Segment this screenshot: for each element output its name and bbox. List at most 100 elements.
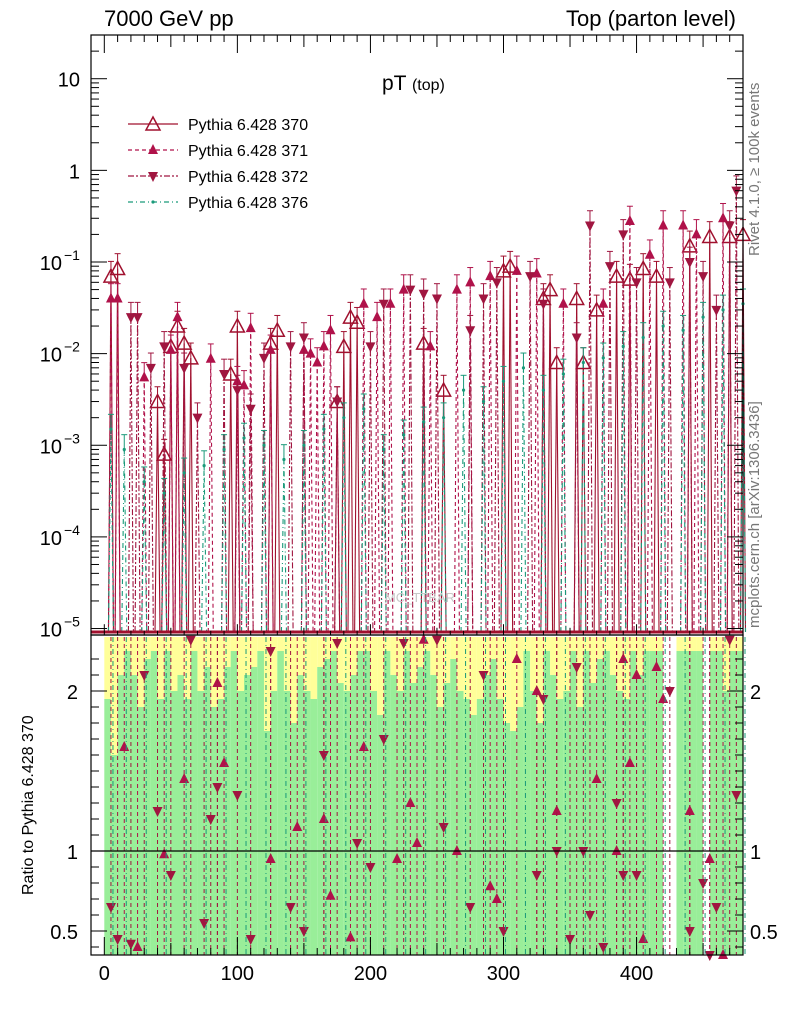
series-1-point-18 xyxy=(398,283,409,294)
ratio-points_371-point-21 xyxy=(551,805,562,815)
ratio-band-yellow-73 xyxy=(589,637,597,683)
series-1-point-9 xyxy=(265,343,276,354)
series-1-rise-18 xyxy=(403,289,407,633)
ratio-band-green-5 xyxy=(137,707,145,955)
ratio-band-green-58 xyxy=(490,659,497,955)
series-3-rise-5 xyxy=(203,465,208,633)
ratio-points_372-point-43 xyxy=(731,791,742,801)
series-2-drop-31 xyxy=(713,309,717,633)
series-1-drop-27 xyxy=(626,221,631,633)
ratio-band-yellow-50 xyxy=(436,637,444,707)
legend-marker-0 xyxy=(144,115,162,131)
series-0-point-7 xyxy=(182,349,200,365)
series-1-drop-24 xyxy=(533,273,538,633)
ratio-band-yellow-95 xyxy=(736,637,743,651)
ratio-band-green-59 xyxy=(496,699,504,955)
ratio-points_371-point-9 xyxy=(325,889,336,900)
series-2-drop-5 xyxy=(194,417,198,633)
series-1-point-14 xyxy=(325,324,336,335)
series-2-rise-19 xyxy=(482,298,487,633)
ratio-band-green-26 xyxy=(277,651,284,955)
series-2-rise-13 xyxy=(369,346,374,633)
ratio-band-green-15 xyxy=(204,667,211,955)
series-2-rise-25 xyxy=(609,266,613,633)
legend-label-0: Pythia 6.428 370 xyxy=(188,117,308,134)
series-0-point-15 xyxy=(348,313,366,329)
main-ytick-label-4: 10 xyxy=(40,436,62,458)
ratio-points_372-point-30 xyxy=(571,663,582,673)
ratio-band-green-14 xyxy=(197,691,205,955)
ratio-band-green-12 xyxy=(184,699,191,955)
series-0-rise-21 xyxy=(549,289,554,633)
ratio-band-green-89 xyxy=(696,651,704,955)
series-3-point-25 xyxy=(601,356,605,360)
series-2-rise-12 xyxy=(336,401,341,633)
header-right-title: Top (parton level) xyxy=(566,6,736,31)
ratio-band-yellow-16 xyxy=(210,637,218,707)
ratio-band-green-79 xyxy=(629,651,637,955)
series-3-drop-1 xyxy=(121,449,125,633)
series-2-drop-12 xyxy=(334,401,338,633)
ratio-band-yellow-67 xyxy=(550,637,557,675)
ratio-band-yellow-4 xyxy=(130,637,138,675)
ratio-band-yellow-17 xyxy=(217,637,225,699)
ratio-points_371-point-7 xyxy=(292,821,303,831)
series-0-point-19 xyxy=(501,257,519,273)
ratio-band-yellow-65 xyxy=(536,637,544,723)
ratio-uncertainty-band xyxy=(104,637,743,955)
series-2-point-22 xyxy=(538,299,549,310)
ratio-band-green-52 xyxy=(450,659,457,955)
series-2-point-19 xyxy=(478,294,489,305)
ratio-points_372-point-2 xyxy=(125,939,136,950)
ratio-points_371-point-30 xyxy=(684,805,695,815)
ratio-band-yellow-75 xyxy=(603,637,610,651)
series-2-drop-18 xyxy=(467,330,471,633)
series-0-drop-21 xyxy=(547,289,551,633)
series-1-point-22 xyxy=(485,270,496,281)
series-2-rise-20 xyxy=(496,282,500,633)
ratio-band-green-8 xyxy=(157,699,165,955)
watermark: MC_TTBAR xyxy=(385,590,455,605)
series-1-rise-23 xyxy=(516,270,520,633)
ratio-points_371-point-18 xyxy=(491,893,502,903)
ratio-points_371-point-32 xyxy=(718,949,729,959)
ratio-ytick-label-right-0: 0.5 xyxy=(750,922,778,944)
series-0-rise-2 xyxy=(156,401,161,633)
series-1-rise-12 xyxy=(316,362,321,633)
series-3-point-18 xyxy=(461,388,466,392)
series-1-rise-27 xyxy=(629,221,633,633)
ratio-band-green-75 xyxy=(603,651,610,955)
ratio-ytick-label-left-1: 1 xyxy=(67,842,78,864)
series-3-point-9 xyxy=(282,457,286,462)
series-2-drop-13 xyxy=(367,346,371,633)
series-3-point-8 xyxy=(262,443,266,447)
series-0-point-17 xyxy=(435,381,452,397)
ratio-band-green-50 xyxy=(436,707,444,955)
ratio-points_372-point-16 xyxy=(332,639,343,649)
ratio-band-yellow-94 xyxy=(729,637,737,651)
ratio-band-green-27 xyxy=(283,691,291,955)
series-2-drop-20 xyxy=(493,282,498,633)
series-2-rise-31 xyxy=(715,309,720,633)
ratio-band-yellow-47 xyxy=(417,637,424,667)
ratio-band-green-41 xyxy=(377,715,384,955)
series-0-point-9 xyxy=(229,317,246,333)
series-3-rise-11 xyxy=(323,429,327,633)
ratio-band-yellow-19 xyxy=(230,637,238,651)
series-0-rise-22 xyxy=(556,362,560,633)
ratio-band-green-36 xyxy=(343,691,351,955)
series-3-rise-29 xyxy=(682,330,687,633)
series-3-point-14 xyxy=(382,447,386,452)
ratio-band-green-16 xyxy=(210,707,218,955)
ratio-plot-series xyxy=(91,633,746,961)
series-1-point-10 xyxy=(298,343,309,354)
series-0-point-1 xyxy=(109,259,126,276)
ratio-band-yellow-82 xyxy=(649,637,657,651)
series-0-point-14 xyxy=(342,308,359,324)
ratio-points_371-point-25 xyxy=(624,757,635,767)
series-0-rise-13 xyxy=(343,346,347,633)
ratio-band-green-2 xyxy=(117,675,125,955)
ratio-band-green-78 xyxy=(623,699,630,955)
series-1-point-19 xyxy=(425,340,436,351)
